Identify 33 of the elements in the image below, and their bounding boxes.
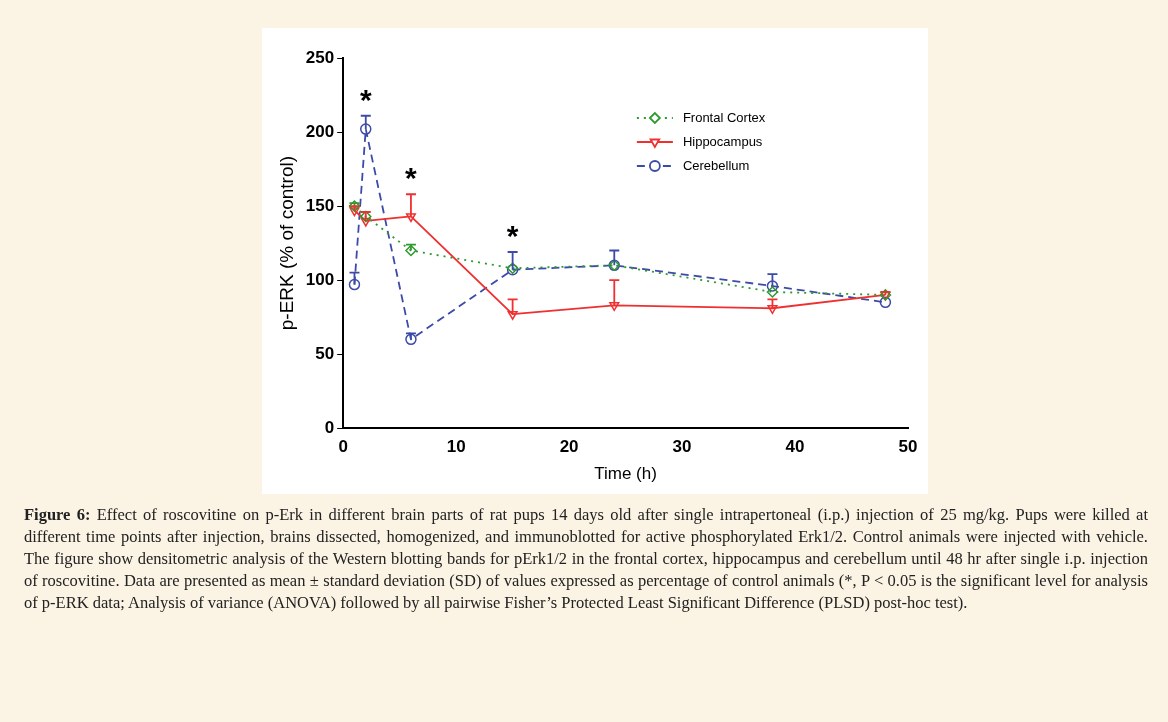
point: [405, 244, 417, 257]
y-tick-label: 100: [305, 269, 335, 289]
y-tick-label: 200: [305, 121, 335, 141]
point: [360, 123, 372, 135]
legend-label: Hippocampus: [682, 133, 763, 149]
y-tick-label: 250: [305, 47, 335, 67]
x-axis-title: Time (h): [594, 464, 657, 484]
point: [767, 305, 778, 315]
point: [405, 333, 417, 346]
point: [405, 213, 417, 223]
x-tick-label: 10: [446, 437, 466, 457]
annotation: *: [506, 219, 519, 253]
point: [609, 302, 620, 312]
y-tick-label: 150: [305, 195, 335, 215]
y-axis-title: p-ERK (% of control): [275, 155, 297, 331]
legend-label: Cerebellum: [682, 157, 750, 173]
annotation: *: [359, 83, 372, 117]
x-tick-label: 30: [672, 437, 692, 457]
x-tick-label: 50: [898, 437, 918, 457]
point: [507, 310, 518, 320]
x-tick-label: 0: [338, 437, 348, 457]
y-tick-label: 0: [324, 417, 335, 437]
caption: Figure 6: Effect of roscovitine on p-Erk in different brain parts of rat pups 14 days old after single intrapertoneal (i.p.) injection of 25 mg/kg. Pups were killed at different time points after injection, brains dissected, homogenized, and immunoblotted for active phosphorylated Erk1/2. Control animals were injected with vehicle. The figure show densitometric analysis of the Western blotting bands for pErk1/2 in the frontal cortex, hippocampus and cerebellum until 48 hr after single i.p. injection of roscovitine. Data are presented as mean ± standard deviation (SD) of values expressed as percentage of control animals (*, P < 0.05 is the significant level for analysis of p-ERK data; Analysis of variance (ANOVA) followed by all pairwise Fisher’s Protected Least Significant Difference (PLSD) post-hoc test).: [24, 504, 1148, 614]
point: [766, 280, 779, 292]
y-tick-label: 50: [315, 343, 335, 363]
x-tick-label: 40: [785, 437, 805, 457]
point: [879, 296, 892, 309]
point: [360, 217, 371, 227]
x-tick-label: 20: [559, 437, 579, 457]
legend-label: Frontal Cortex: [682, 109, 766, 125]
point: [348, 278, 361, 291]
annotation: *: [405, 161, 418, 195]
point: [766, 286, 779, 298]
